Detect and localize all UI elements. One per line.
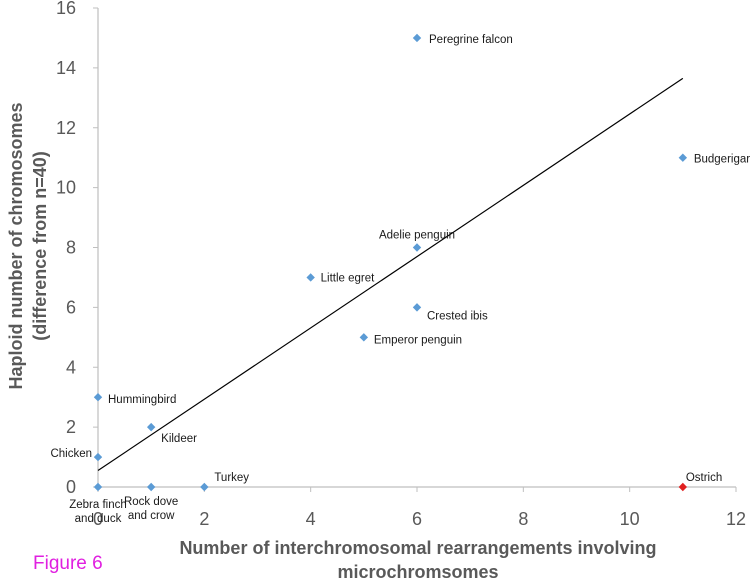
data-point-label: Rock dove and crow	[124, 496, 178, 522]
y-tick-label: 6	[66, 297, 76, 317]
x-tick-label: 10	[620, 509, 640, 529]
data-point-label-line: Chicken	[50, 448, 92, 460]
data-point-label-line: Crested ibis	[427, 310, 488, 322]
y-tick-label: 10	[56, 178, 76, 198]
x-tick-label: 8	[518, 509, 528, 529]
data-point-label: Turkey	[214, 472, 249, 484]
data-point-label: Adelie penguin	[379, 230, 455, 242]
figure-label: Figure 6	[33, 553, 103, 574]
data-point-label: Chicken	[50, 448, 92, 460]
data-points	[93, 33, 688, 492]
y-tick-label: 12	[56, 118, 76, 138]
data-point-label-line: Turkey	[214, 472, 249, 484]
data-point-label-line: Emperor penguin	[374, 334, 462, 346]
data-point-marker	[306, 273, 315, 282]
data-point-marker	[412, 243, 422, 252]
data-point-marker	[412, 33, 422, 43]
y-tick-label: 4	[66, 357, 76, 377]
data-point-label: Peregrine falcon	[429, 34, 513, 46]
data-point-marker	[412, 303, 422, 312]
data-point-label: Budgerigar	[694, 154, 750, 166]
y-tick-label: 16	[56, 0, 76, 18]
chart-axes: 0 2 4 6 8 10 12 0 2 4 6 8 10 12 14 16	[56, 0, 746, 529]
data-point-marker	[146, 482, 156, 492]
data-point-marker	[359, 333, 369, 342]
data-point-label-line: Ostrich	[686, 472, 722, 484]
axis-titles: Number of interchromosomal rearrangement…	[6, 102, 657, 582]
data-point-label-line: and duck	[75, 513, 122, 525]
data-point-label: Zebra finch and duck	[69, 499, 127, 525]
x-axis-title: Number of interchromosomal rearrangement…	[179, 538, 656, 582]
y-axis-title-line: Haploid number of chromosomes	[6, 102, 26, 389]
x-tick-label: 0	[93, 509, 103, 529]
data-point-marker	[93, 392, 103, 402]
x-tick-label: 2	[199, 509, 209, 529]
data-point-marker	[678, 482, 688, 492]
trendline	[97, 77, 684, 472]
data-point-marker	[678, 153, 688, 162]
y-tick-label: 2	[66, 417, 76, 437]
data-point-label: Little egret	[321, 272, 376, 284]
trendline-group	[97, 77, 684, 472]
data-point-label: Crested ibis	[427, 310, 488, 322]
x-axis-title-line: microchromsomes	[337, 562, 498, 582]
data-point-label-line: and crow	[128, 510, 175, 522]
data-point-label-line: Kildeer	[161, 433, 197, 445]
data-point-label-line: Peregrine falcon	[429, 34, 513, 46]
data-point-label: Hummingbird	[108, 394, 176, 406]
data-point-label-line: Rock dove	[124, 496, 178, 508]
x-tick-label: 12	[726, 509, 746, 529]
data-point-label-line: Zebra finch	[69, 499, 127, 511]
data-point-label-line: Little egret	[321, 272, 376, 284]
data-point-label-line: Budgerigar	[694, 154, 750, 166]
y-tick-label: 0	[66, 477, 76, 497]
x-tick-label: 4	[306, 509, 316, 529]
x-axis-title-line: Number of interchromosomal rearrangement…	[179, 538, 656, 558]
data-point-marker	[146, 422, 156, 432]
x-tick-label: 6	[412, 509, 422, 529]
data-point-marker	[200, 482, 209, 492]
y-axis-title: Haploid number of chromosomes (difference…	[6, 102, 50, 389]
data-point-label-line: Adelie penguin	[379, 230, 455, 242]
data-point-label: Kildeer	[161, 433, 197, 445]
data-point-marker	[93, 482, 103, 492]
y-axis-title-line: (difference from n=40)	[30, 151, 50, 341]
data-point-label: Ostrich	[686, 472, 722, 484]
data-point-marker	[93, 452, 103, 462]
y-tick-label: 14	[56, 58, 76, 78]
point-labels: Peregrine falcon Budgerigar Adelie penguin…	[50, 34, 750, 525]
data-point-label-line: Hummingbird	[108, 394, 176, 406]
data-point-label: Emperor penguin	[374, 334, 462, 346]
y-tick-label: 8	[66, 238, 76, 258]
